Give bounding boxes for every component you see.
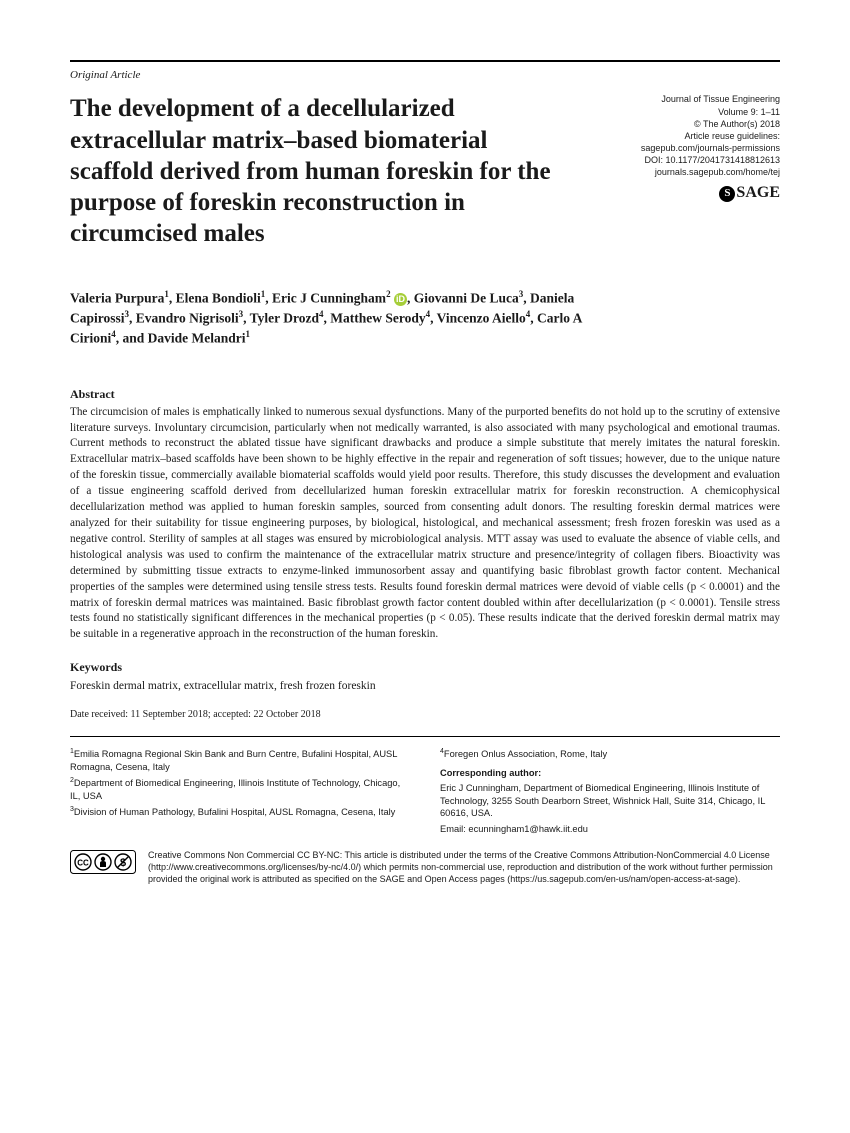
- meta-reuse: Article reuse guidelines:: [641, 130, 780, 142]
- meta-home: journals.sagepub.com/home/tej: [641, 166, 780, 178]
- journal-meta: Journal of Tissue Engineering Volume 9: …: [641, 93, 780, 204]
- affil-4: 4Foregen Onlus Association, Rome, Italy: [440, 747, 780, 761]
- affiliations-left: 1Emilia Romagna Regional Skin Bank and B…: [70, 747, 410, 838]
- sage-logo: SSAGE: [641, 182, 780, 204]
- affil-1: 1Emilia Romagna Regional Skin Bank and B…: [70, 747, 410, 773]
- affil-3: 3Division of Human Pathology, Bufalini H…: [70, 805, 410, 819]
- affiliations-right: 4Foregen Onlus Association, Rome, Italy …: [440, 747, 780, 838]
- corresponding-heading: Corresponding author:: [440, 767, 780, 780]
- svg-text:$: $: [120, 857, 126, 869]
- abstract-text: The circumcision of males is emphaticall…: [70, 405, 780, 644]
- meta-reuse-url: sagepub.com/journals-permissions: [641, 142, 780, 154]
- svg-text:CC: CC: [77, 859, 89, 868]
- license-block: CC $ Creative Commons Non Commercial CC …: [70, 850, 780, 885]
- abstract-heading: Abstract: [70, 386, 780, 403]
- article-title: The development of a decellularized extr…: [70, 93, 560, 249]
- cc-by-nc-icon: CC $: [70, 850, 136, 874]
- affil-2: 2Department of Biomedical Engineering, I…: [70, 776, 410, 802]
- meta-journal: Journal of Tissue Engineering: [641, 93, 780, 105]
- author-list: Valeria Purpura1, Elena Bondioli1, Eric …: [70, 288, 590, 348]
- article-type: Original Article: [70, 68, 140, 83]
- meta-doi: DOI: 10.1177/2041731418812613: [641, 154, 780, 166]
- corresponding-email: Email: ecunningham1@hawk.iit.edu: [440, 823, 780, 836]
- keywords-text: Foreskin dermal matrix, extracellular ma…: [70, 678, 780, 694]
- article-dates: Date received: 11 September 2018; accept…: [70, 708, 780, 722]
- corresponding-text: Eric J Cunningham, Department of Biomedi…: [440, 782, 780, 820]
- divider: [70, 736, 780, 737]
- keywords-heading: Keywords: [70, 659, 780, 676]
- license-text: Creative Commons Non Commercial CC BY-NC…: [148, 850, 780, 885]
- meta-volume: Volume 9: 1–11: [641, 106, 780, 118]
- meta-copyright: © The Author(s) 2018: [641, 118, 780, 130]
- affiliations: 1Emilia Romagna Regional Skin Bank and B…: [70, 747, 780, 838]
